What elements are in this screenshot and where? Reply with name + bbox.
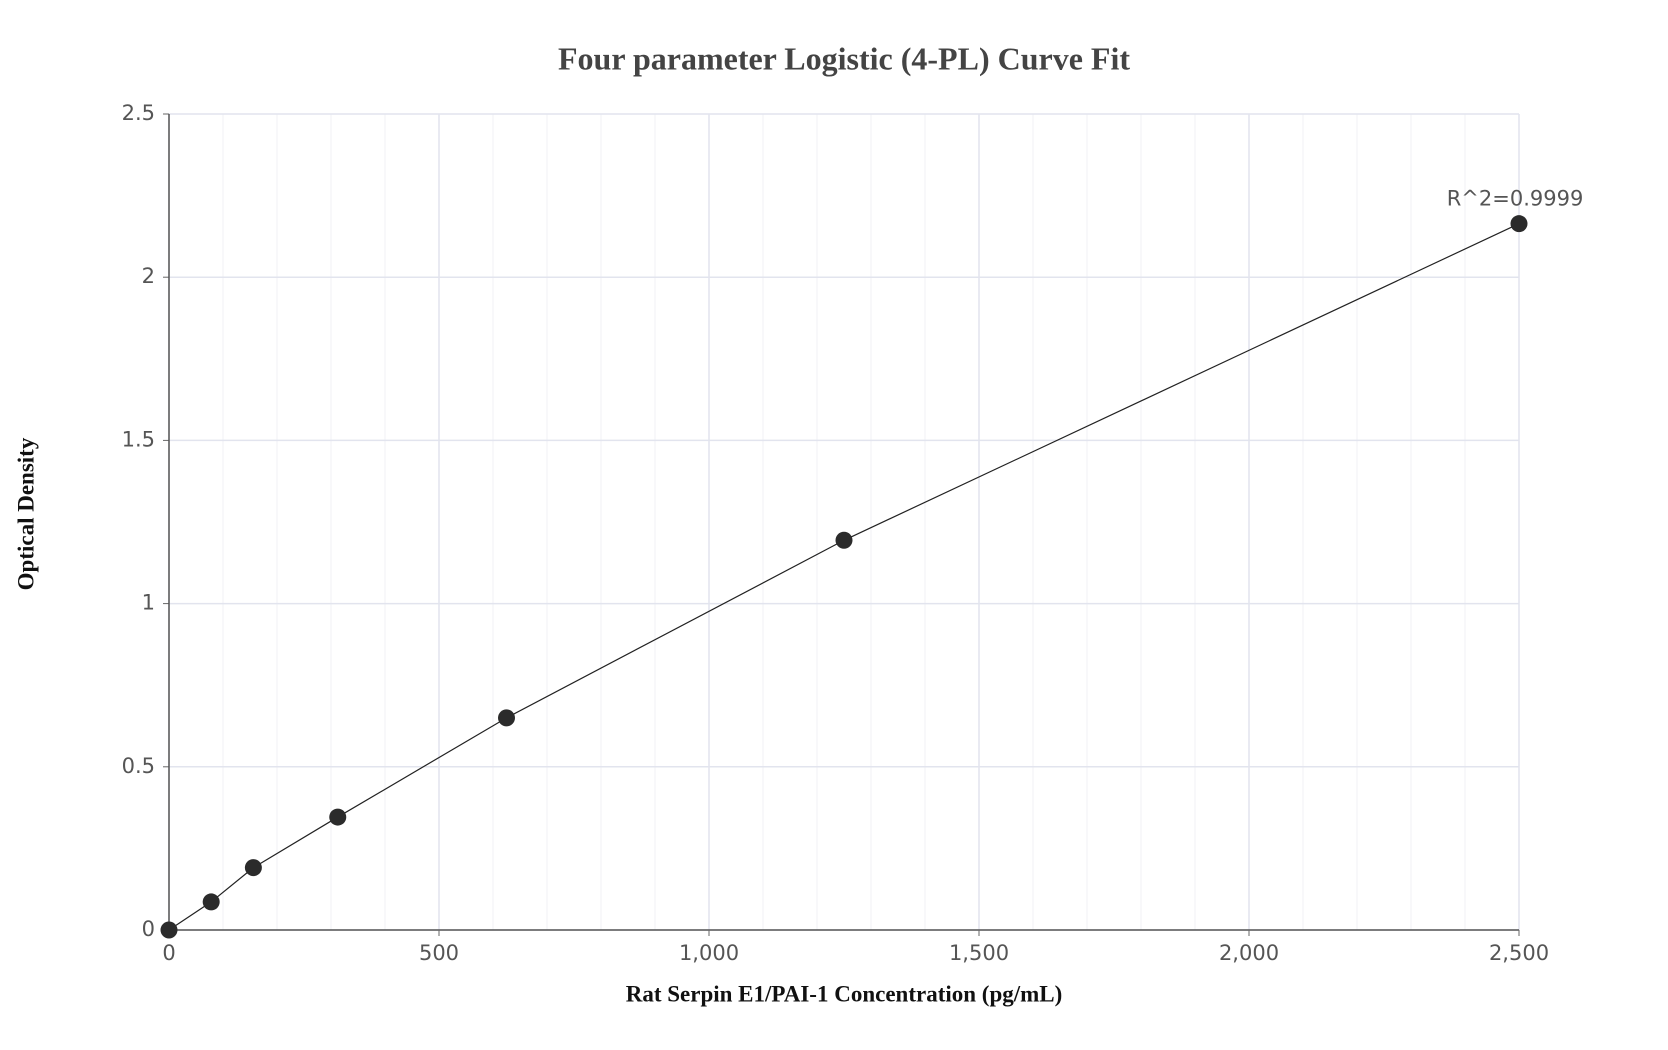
data-point bbox=[835, 531, 853, 549]
fit-curve bbox=[168, 223, 1520, 931]
data-point bbox=[498, 709, 515, 727]
x-tick-label: 2,000 bbox=[1219, 941, 1279, 965]
y-tick-label: 1 bbox=[142, 591, 155, 615]
data-point bbox=[160, 921, 178, 939]
y-axis-title: Optical Density bbox=[13, 437, 38, 590]
y-tick-label: 0 bbox=[142, 917, 155, 941]
x-tick-label: 2,500 bbox=[1489, 941, 1549, 965]
data-point bbox=[329, 808, 347, 826]
x-tick-label: 500 bbox=[419, 941, 459, 965]
y-tick-label: 2.5 bbox=[122, 101, 155, 125]
x-tick-label: 1,000 bbox=[679, 941, 739, 965]
data-point bbox=[1510, 215, 1528, 233]
x-tick-label: 1,500 bbox=[949, 941, 1009, 965]
data-point bbox=[244, 859, 262, 877]
data-point bbox=[202, 893, 220, 911]
chart-title: Four parameter Logistic (4-PL) Curve Fit bbox=[558, 40, 1130, 76]
x-axis-title: Rat Serpin E1/PAI-1 Concentration (pg/mL… bbox=[626, 981, 1063, 1006]
y-tick-label: 0.5 bbox=[122, 754, 155, 778]
y-tick-label: 2 bbox=[142, 264, 155, 288]
y-tick-label: 1.5 bbox=[122, 427, 155, 451]
x-tick-label: 0 bbox=[162, 941, 175, 965]
annotation: R^2=0.9999 bbox=[1447, 187, 1584, 211]
